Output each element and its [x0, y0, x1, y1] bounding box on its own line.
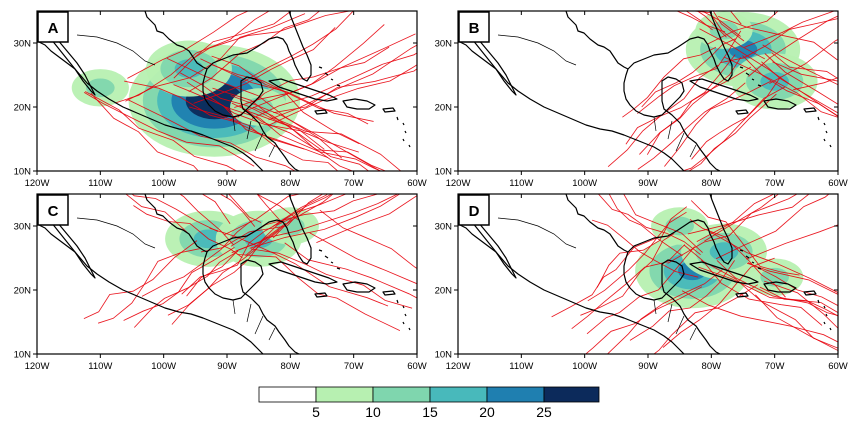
lon-tick-label: 60W [828, 178, 848, 189]
lon-tick-label: 80W [281, 178, 301, 189]
lon-tick-label: 120W [25, 361, 50, 372]
map-panel-b: B 120W 110W 100W 90W 80W 70W 60W 30N 20N 10N [435, 0, 856, 189]
lat-tick-label: 10N [14, 350, 32, 361]
colorbar-bin-2 [373, 387, 430, 402]
lat-tick-label: 30N [14, 39, 32, 50]
colorbar-bin-5 [544, 387, 599, 402]
colorbar-bin-3 [430, 387, 487, 402]
colorbar-bin-1 [316, 387, 373, 402]
lon-tick-label: 70W [344, 361, 364, 372]
panel-label: B [469, 20, 480, 37]
panel-label: D [469, 203, 480, 220]
colorbar-bin-0 [259, 387, 316, 402]
colorbar-tick: 15 [422, 404, 438, 420]
map-panel-d: D 120W 110W 100W 90W 80W 70W 60W 30N 20N 10N [435, 135, 856, 393]
lon-tick-label: 90W [638, 361, 658, 372]
lon-tick-label: 100W [572, 361, 597, 372]
colorbar-tick: 20 [479, 404, 495, 420]
colorbar-tick: 5 [312, 404, 320, 420]
lat-tick-label: 30N [435, 39, 453, 50]
lat-tick-label: 20N [14, 103, 32, 114]
lon-tick-label: 90W [217, 361, 237, 372]
lat-tick-label: 30N [435, 222, 453, 233]
lat-tick-label: 20N [14, 286, 32, 297]
lon-tick-label: 60W [407, 178, 427, 189]
colorbar-tick: 25 [536, 404, 552, 420]
colorbar-tick: 10 [365, 404, 381, 420]
lat-tick-label: 20N [435, 103, 453, 114]
lon-tick-label: 120W [446, 361, 471, 372]
lon-tick-label: 100W [151, 361, 176, 372]
lon-tick-label: 80W [281, 361, 301, 372]
lat-tick-label: 10N [435, 167, 453, 178]
lon-tick-label: 120W [446, 178, 471, 189]
lon-tick-label: 110W [509, 178, 533, 189]
colorbar: 5 10 15 20 25 [259, 387, 599, 420]
lon-tick-label: 110W [88, 178, 112, 189]
lon-tick-label: 110W [88, 361, 112, 372]
map-panel-a: A 120W 110W 100W 90W 80W 70W 60W 30N 20N 10N [14, 0, 465, 205]
colorbar-bin-4 [487, 387, 544, 402]
lon-tick-label: 100W [572, 178, 597, 189]
lon-tick-label: 80W [702, 361, 722, 372]
lat-tick-label: 10N [435, 350, 453, 361]
lon-tick-label: 70W [765, 361, 785, 372]
lon-tick-label: 100W [151, 178, 176, 189]
lon-tick-label: 70W [344, 178, 364, 189]
lon-tick-label: 60W [828, 361, 848, 372]
lon-tick-label: 90W [217, 178, 237, 189]
lon-tick-label: 90W [638, 178, 658, 189]
lon-tick-label: 110W [509, 361, 533, 372]
lat-tick-label: 30N [14, 222, 32, 233]
lat-tick-label: 20N [435, 286, 453, 297]
lat-tick-label: 10N [14, 167, 32, 178]
panel-label: C [48, 203, 59, 220]
lon-tick-label: 80W [702, 178, 722, 189]
lon-tick-label: 70W [765, 178, 785, 189]
lon-tick-label: 120W [25, 178, 50, 189]
panel-label: A [48, 20, 59, 37]
lon-tick-label: 60W [407, 361, 427, 372]
